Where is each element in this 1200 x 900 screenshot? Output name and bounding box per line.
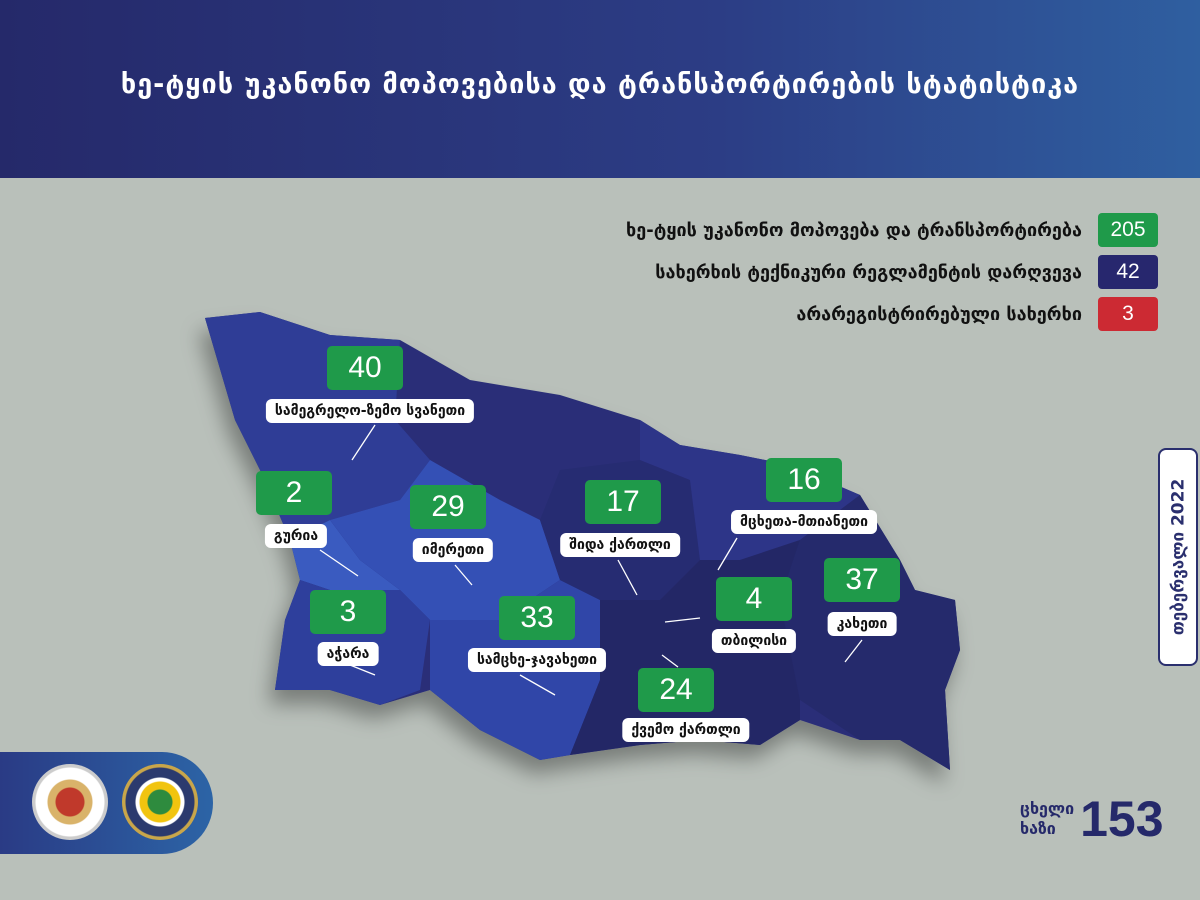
legend-item-sawmill-violation: სახერხის ტექნიკური რეგლამენტის დარღვევა 4… [626, 254, 1158, 290]
region-value: 29 [410, 485, 486, 529]
region-value: 16 [766, 458, 842, 502]
legend-value: 205 [1098, 213, 1158, 247]
hotline: ცხელი ხაზი 153 [1020, 790, 1164, 848]
region-value: 4 [716, 577, 792, 621]
region-label: აჭარა [317, 642, 379, 666]
legend-label: სახერხის ტექნიკური რეგლამენტის დარღვევა [655, 261, 1082, 283]
region-label: შიდა ქართლი [560, 533, 680, 557]
hotline-label: ხაზი [1020, 819, 1056, 838]
hotline-label: ცხელი [1020, 799, 1075, 818]
hotline-number: 153 [1080, 791, 1164, 847]
region-label: იმერეთი [412, 538, 494, 562]
region-value: 17 [585, 480, 661, 524]
agency-seal-logo [122, 764, 198, 840]
region-label: მცხეთა-მთიანეთი [731, 510, 877, 534]
leader-lines [319, 424, 863, 696]
legend: ხე-ტყის უკანონო მოპოვება და ტრანსპორტირე… [626, 212, 1158, 338]
region-label: სამცხე-ჯავახეთი [467, 648, 607, 672]
period-badge: თებერვალი 2022 [1158, 448, 1198, 666]
region-label: ქვემო ქართლი [622, 718, 750, 742]
region-label: სამეგრელო-ზემო სვანეთი [265, 399, 475, 423]
ministry-seal-logo [32, 764, 108, 840]
region-value: 24 [638, 668, 714, 712]
region-value: 3 [310, 590, 386, 634]
logos-panel [0, 752, 213, 854]
header-banner: ხე-ტყის უკანონო მოპოვებისა და ტრანსპორტი… [0, 0, 1200, 178]
region-label: კახეთი [827, 612, 897, 636]
region-value: 2 [256, 471, 332, 515]
legend-item-unregistered-sawmill: არარეგისტრირებული სახერხი 3 [626, 296, 1158, 332]
legend-label: ხე-ტყის უკანონო მოპოვება და ტრანსპორტირე… [626, 219, 1082, 241]
region-value: 33 [499, 596, 575, 640]
legend-value: 42 [1098, 255, 1158, 289]
legend-label: არარეგისტრირებული სახერხი [796, 303, 1082, 325]
page-title: ხე-ტყის უკანონო მოპოვებისა და ტრანსპორტი… [120, 68, 1080, 100]
legend-value: 3 [1098, 297, 1158, 331]
region-label: თბილისი [711, 629, 797, 653]
region-value: 37 [824, 558, 900, 602]
legend-item-illegal-logging: ხე-ტყის უკანონო მოპოვება და ტრანსპორტირე… [626, 212, 1158, 248]
region-value: 40 [327, 346, 403, 390]
region-label: გურია [264, 524, 328, 548]
